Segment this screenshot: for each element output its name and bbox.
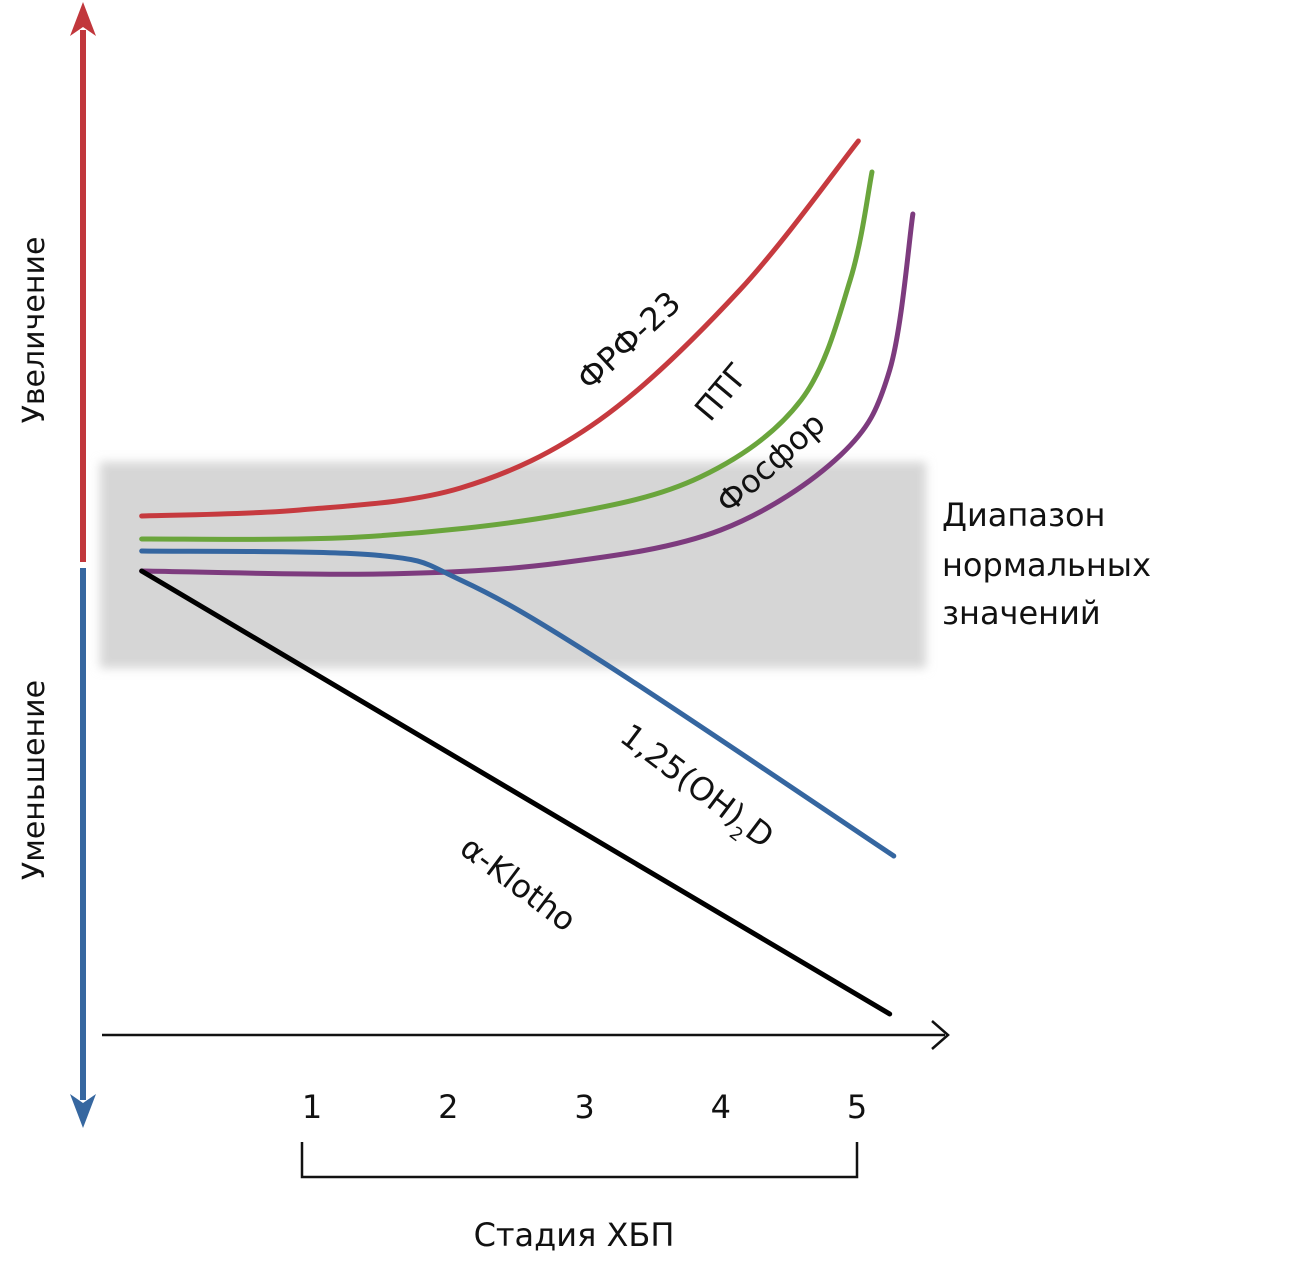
series-label-pth: ПТГ (687, 355, 757, 428)
series-line-calcitriol (139, 548, 897, 859)
series-label-calcitriol: 1,25(OH)2D (609, 716, 781, 861)
normal-range-label: Диапазон нормальных значений (942, 496, 1161, 632)
decrease-label: Уменьшение (17, 680, 52, 880)
x-tick-label-5: 5 (847, 1088, 867, 1126)
x-tick-label-1: 1 (302, 1088, 322, 1126)
x-tick-labels: 1 2 3 4 5 (302, 1088, 867, 1126)
series-layer (139, 138, 916, 1017)
series-line-klotho (139, 568, 893, 1017)
increase-label: Увеличение (17, 237, 52, 424)
normal-range-label-line-2: нормальных (942, 546, 1151, 584)
series-line-fgf23 (139, 138, 861, 519)
series-label-klotho: α-Klotho (453, 828, 583, 939)
decrease-axis (70, 568, 96, 1128)
arrow-up-icon (70, 2, 96, 36)
x-tick-label-3: 3 (574, 1088, 594, 1126)
calcitriol-label-main: 1,25(OH) (613, 716, 752, 834)
increase-axis (70, 2, 96, 562)
x-tick-label-4: 4 (711, 1088, 731, 1126)
normal-range-band (100, 462, 926, 668)
normal-range-label-line-3: значений (942, 594, 1101, 632)
arrow-down-icon (70, 1094, 96, 1128)
x-tick-label-2: 2 (438, 1088, 458, 1126)
x-axis-title: Стадия ХБП (474, 1216, 675, 1254)
arrow-right-icon (931, 1020, 950, 1050)
series-label-fgf23: ФРФ-23 (570, 284, 689, 398)
calcitriol-label-tail: D (739, 810, 782, 855)
series-line-pth (139, 169, 875, 542)
x-axis (102, 1020, 950, 1050)
normal-range-label-line-1: Диапазон (942, 496, 1105, 534)
stage-bracket (300, 1142, 859, 1179)
series-line-phosphorus (139, 211, 916, 577)
